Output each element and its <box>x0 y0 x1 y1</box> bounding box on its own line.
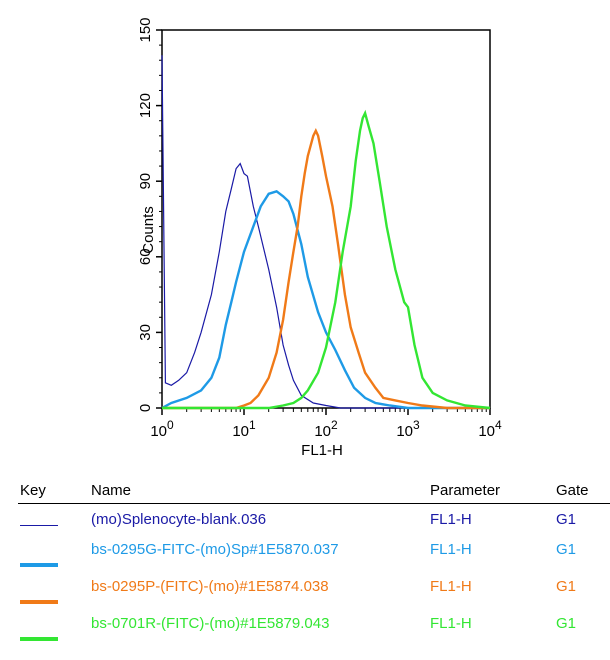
y-tick-label: 90 <box>137 173 154 190</box>
legend-divider <box>18 503 610 504</box>
legend-row-gate: G1 <box>556 541 577 558</box>
legend-row: bs-0295P-(FITC)-(mo)#1E5874.038 FL1-H G1 <box>0 578 610 614</box>
legend-header-name: Name <box>91 482 132 499</box>
legend-row-parameter: FL1-H <box>430 615 472 632</box>
x-tick-label: 102 <box>314 418 338 440</box>
y-tick-label: 30 <box>137 324 154 341</box>
legend-row-name: (mo)Splenocyte-blank.036 <box>91 511 267 528</box>
y-tick-label: 150 <box>137 17 154 42</box>
series-layer <box>161 55 491 410</box>
x-tick-label: 101 <box>232 418 256 440</box>
legend-key-swatch <box>20 563 58 567</box>
series-line <box>161 55 490 409</box>
legend-header-parameter: Parameter <box>430 482 501 499</box>
legend-key-swatch <box>20 525 58 526</box>
legend-row-gate: G1 <box>556 511 577 528</box>
legend-row: (mo)Splenocyte-blank.036 FL1-H G1 <box>0 511 610 547</box>
legend-key-swatch <box>20 600 58 604</box>
x-tick-label: 104 <box>478 418 502 440</box>
y-tick-label: 0 <box>137 404 154 412</box>
legend-row-parameter: FL1-H <box>430 541 472 558</box>
legend-row-parameter: FL1-H <box>430 578 472 595</box>
x-axis-label: FL1-H <box>301 442 343 459</box>
y-tick-label: 60 <box>137 248 154 265</box>
legend-row-gate: G1 <box>556 615 577 632</box>
y-tick-label: 120 <box>137 93 154 118</box>
legend-header-key: Key <box>20 482 46 499</box>
histogram-chart: 0 30 60 90 120 150 100 101 102 103 104 Counts FL1… <box>137 17 502 459</box>
y-axis-ticks: 0 30 60 90 120 150 <box>137 17 162 412</box>
legend-row-parameter: FL1-H <box>430 511 472 528</box>
legend-row-name: bs-0295G-FITC-(mo)Sp#1E5870.037 <box>91 541 339 558</box>
legend-row: bs-0701R-(FITC)-(mo)#1E5879.043 FL1-H G1 <box>0 615 610 651</box>
series-line <box>161 189 490 410</box>
series-line <box>162 128 490 410</box>
legend-row-name: bs-0295P-(FITC)-(mo)#1E5874.038 <box>91 578 329 595</box>
legend-header-gate: Gate <box>556 482 589 499</box>
y-axis-label: Counts <box>140 206 157 254</box>
series-line <box>162 109 491 410</box>
legend-row: bs-0295G-FITC-(mo)Sp#1E5870.037 FL1-H G1 <box>0 541 610 577</box>
x-tick-label: 100 <box>150 418 174 440</box>
x-tick-label: 103 <box>396 418 420 440</box>
legend-row-name: bs-0701R-(FITC)-(mo)#1E5879.043 <box>91 615 330 632</box>
legend-key-swatch <box>20 637 58 641</box>
x-axis-ticks: 100 101 102 103 104 <box>150 408 502 440</box>
legend-row-gate: G1 <box>556 578 577 595</box>
